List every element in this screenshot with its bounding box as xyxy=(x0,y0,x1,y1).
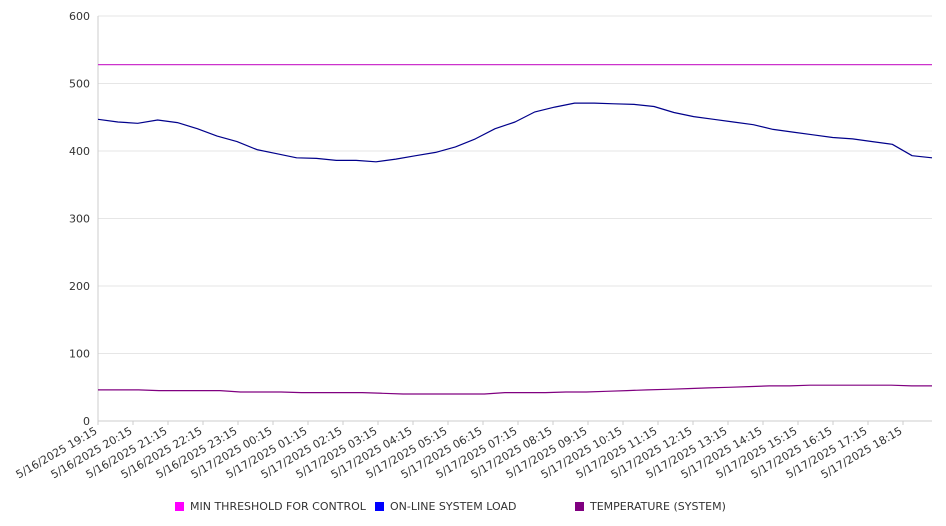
legend-swatch-temperature xyxy=(575,501,584,511)
y-axis: 0 100 200 300 400 500 600 xyxy=(69,10,99,428)
legend-swatch-min-threshold xyxy=(175,501,184,511)
y-tick-label: 200 xyxy=(69,280,90,293)
y-tick-label: 0 xyxy=(83,415,90,428)
legend-label-min-threshold: MIN THRESHOLD FOR CONTROL xyxy=(190,499,366,513)
series-lines xyxy=(97,63,933,395)
legend-label-temperature: TEMPERATURE (SYSTEM) xyxy=(590,499,726,513)
y-tick-label: 100 xyxy=(69,348,90,361)
series-line-2 xyxy=(98,384,932,395)
legend-item-temperature: TEMPERATURE (SYSTEM) xyxy=(575,498,726,514)
legend-swatch-system-load xyxy=(375,501,384,511)
legend-item-min-threshold: MIN THRESHOLD FOR CONTROL xyxy=(175,498,366,514)
legend-item-system-load: ON-LINE SYSTEM LOAD xyxy=(375,498,516,514)
grid xyxy=(98,15,932,354)
legend-label-system-load: ON-LINE SYSTEM LOAD xyxy=(390,499,517,513)
y-tick-label: 400 xyxy=(69,145,90,158)
y-tick-label: 500 xyxy=(69,78,90,91)
y-tick-label: 600 xyxy=(69,10,90,23)
x-axis: 5/16/2025 19:155/16/2025 20:155/16/2025 … xyxy=(14,420,932,481)
series-line-1 xyxy=(97,102,933,163)
y-tick-label: 300 xyxy=(69,213,90,226)
